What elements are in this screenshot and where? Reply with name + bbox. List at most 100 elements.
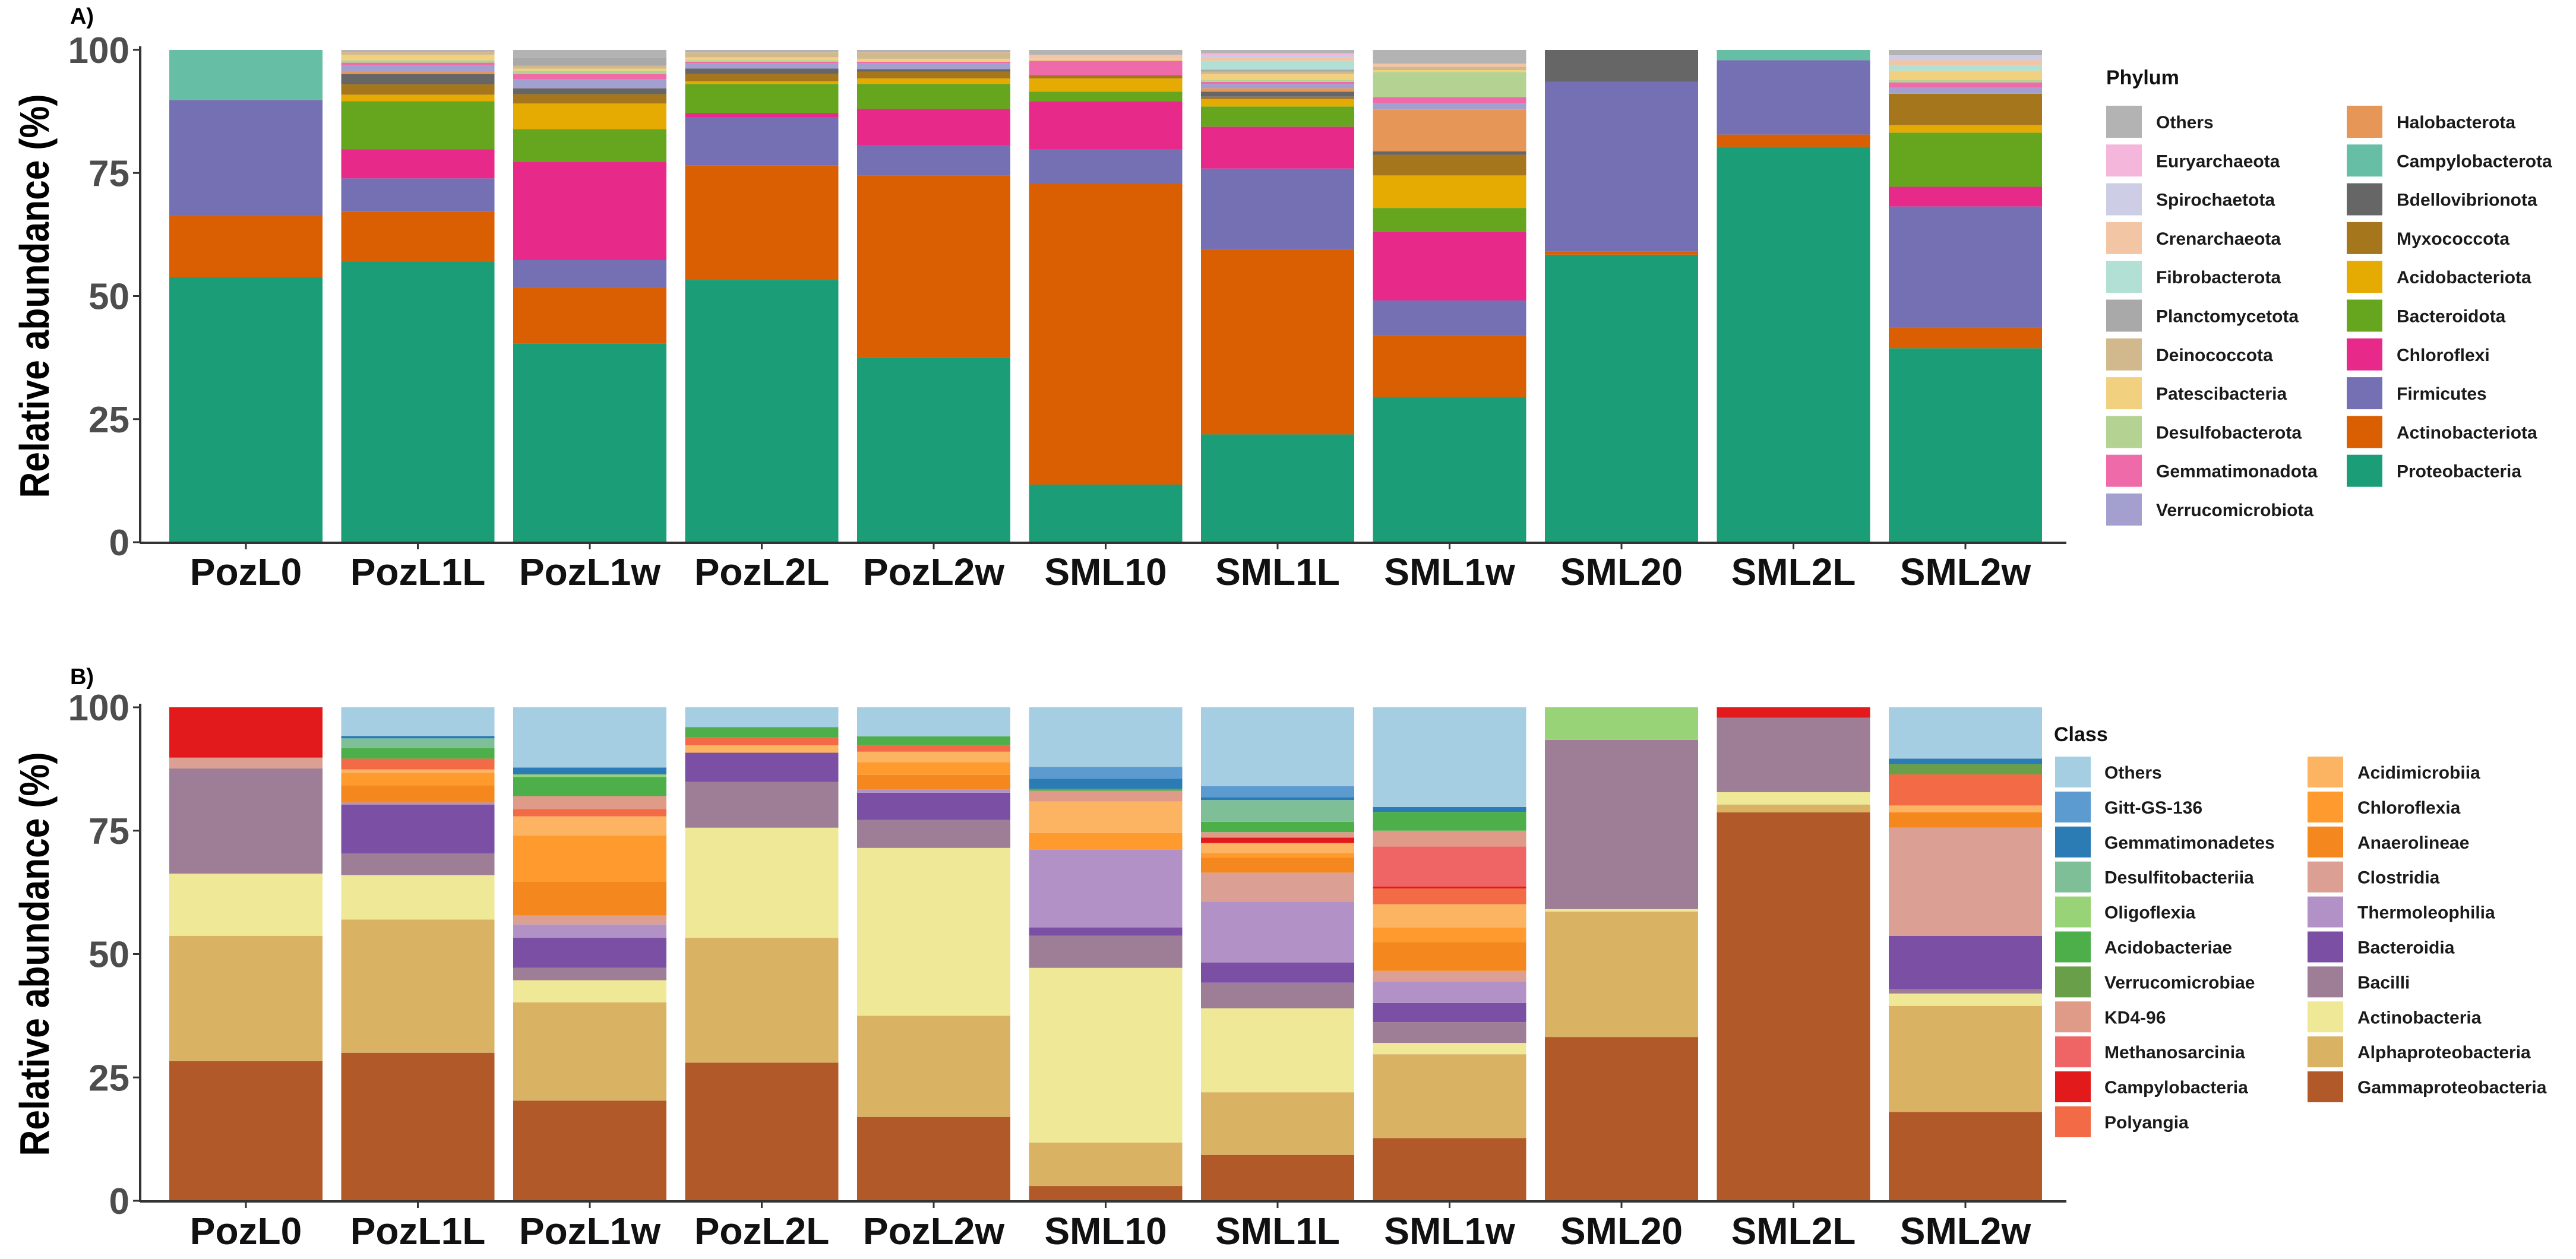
legend-item: KD4-96 [2055,1001,2166,1033]
x-tick-label: SML2L [1731,1210,1856,1252]
bar-segment-myxococcota [685,74,839,82]
x-tick-label: PozL2w [863,1210,1004,1252]
bar-segment-others [1201,50,1354,53]
bar-segment-myxococcota [1889,93,2042,125]
bar-segment-gemmatimonadota [857,61,1010,64]
legend-item: Bacteroidota [2347,299,2506,332]
bar-segment-clostridia [1889,827,2042,936]
bar-segment-others [1889,707,2042,759]
legend-swatch [2347,338,2382,371]
bar-segment-others [1889,50,2042,56]
legend-item: Euryarchaeota [2106,144,2280,177]
legend-item: Proteobacteria [2347,454,2521,487]
legend-item: Chloroflexia [2308,791,2461,823]
bar-segment-gemmatimonadetes [1889,758,2042,764]
bar-segment-firmicutes [1201,168,1354,249]
bar-segment-verrucomicrobiota [513,79,666,88]
bar-segment-others [341,50,495,52]
legend-swatch [2347,183,2382,216]
legend-swatch [2106,106,2142,138]
legend-item: Others [2055,757,2162,787]
bar-segment-bacilli [1201,982,1354,1008]
bar-segment-acidobacteriota [685,81,839,84]
bar-segment-gemmatimonadota [685,61,839,64]
legend-label: Alphaproteobacteria [2357,1043,2531,1062]
bar-segment-firmicutes [857,145,1010,176]
bar-stack-SML1L [1201,707,1354,1201]
bar-segment-bacilli [685,782,839,828]
bar-segment-gammaproteobacteria [857,1116,1010,1201]
legend-label: Gemmatimonadota [2156,462,2318,482]
y-tick-label: 50 [88,277,129,318]
bar-segment-acidimicrobiia [1889,805,2042,813]
bar-segment-gemmatimonadota [1889,82,2042,88]
bar-stack-SML20 [1545,707,1698,1201]
legend-swatch [2055,791,2091,823]
legend-item: Desulfitobacteriia [2055,861,2254,893]
bar-segment-firmicutes [1373,300,1526,336]
bar-segment-crenarchaeota [1889,60,2042,65]
bar-segment-acidobacteriota [513,103,666,129]
bar-segment-halobacterota [1373,109,1526,151]
legend-label: Bdellovibrionota [2397,191,2537,210]
bar-segment-acidobacteriae [1373,812,1526,831]
bar-segment-gammaproteobacteria [1545,1037,1698,1201]
legend-swatch [2055,757,2091,787]
bar-segment-others [857,50,1010,53]
bar-segment-bacteroidota [857,84,1010,109]
bar-segment-bacteroidia [1373,1002,1526,1023]
legend-swatch [2308,1036,2343,1068]
legend-label: Desulfobacterota [2156,423,2302,442]
bar-segment-acidobacteriae [1201,821,1354,833]
bar-segment-proteobacteria [341,261,495,542]
bar-segment-desulfobacterota [513,70,666,74]
bar-segment-proteobacteria [513,343,666,542]
bar-stack-SML20 [1545,50,1698,542]
bar-segment-acidimicrobiia [857,751,1010,763]
bar-segment-others [1373,707,1526,807]
bar-segment-planctomycetota [1201,69,1354,72]
legend: Phylum Others Euryarchaeota Spirochaetota Cr… [2106,67,2552,526]
bar-segment-deinococcota [341,52,495,55]
bar-segment-gemmatimonadetes [513,767,666,775]
bar-segment-bacteroidota [1029,91,1183,102]
legend-swatch [2106,261,2142,293]
bar-segment-proteobacteria [1201,434,1354,542]
legend-label: Clostridia [2357,868,2440,888]
legend-swatch [2055,1001,2091,1033]
legend-item: Thermoleophilia [2308,896,2495,928]
legend-swatch [2106,494,2142,526]
legend-label: Gammaproteobacteria [2357,1078,2547,1097]
bar-segment-bdellovibrionota [1545,50,1698,82]
bar-segment-actinobacteria [1889,993,2042,1006]
bar-segment-polyangia [1373,888,1526,904]
legend-label: Actinobacteria [2357,1008,2482,1027]
bar-segment-chloroflexia [1373,927,1526,942]
x-tick-label: SML2L [1731,551,1856,593]
legend-label: Desulfitobacteriia [2104,868,2254,888]
y-tick-label: 25 [88,400,129,441]
x-tick-label: PozL0 [190,551,302,593]
legend-swatch [2055,966,2091,998]
legend-item: Campylobacterota [2347,144,2552,177]
bar-segment-others [857,707,1010,737]
legend-label: Euryarchaeota [2156,151,2280,171]
bar-stack-PozL2L [685,50,839,542]
legend-label: Spirochaetota [2156,191,2275,210]
legend-item: Bdellovibrionota [2347,183,2537,216]
bar-segment-bdellovibrionota [341,74,495,85]
y-tick-label: 100 [68,30,129,71]
legend-label: Chloroflexia [2357,798,2461,818]
bar-segment-bacteroidia [513,938,666,968]
bar-segment-actinobacteria [1545,909,1698,912]
y-tick-label: 25 [88,1058,129,1099]
bar-segment-actinobacteriota [1889,327,2042,349]
legend-item: Spirochaetota [2106,183,2275,216]
bar-segment-deinococcota [857,52,1010,59]
bar-segment-firmicutes [513,260,666,287]
x-tick-label: PozL2L [694,551,830,593]
legend-swatch [2347,416,2382,448]
bar-segment-clostridia [513,915,666,925]
bar-segment-gammaproteobacteria [169,1061,323,1201]
legend-item: Actinobacteriota [2347,416,2537,448]
